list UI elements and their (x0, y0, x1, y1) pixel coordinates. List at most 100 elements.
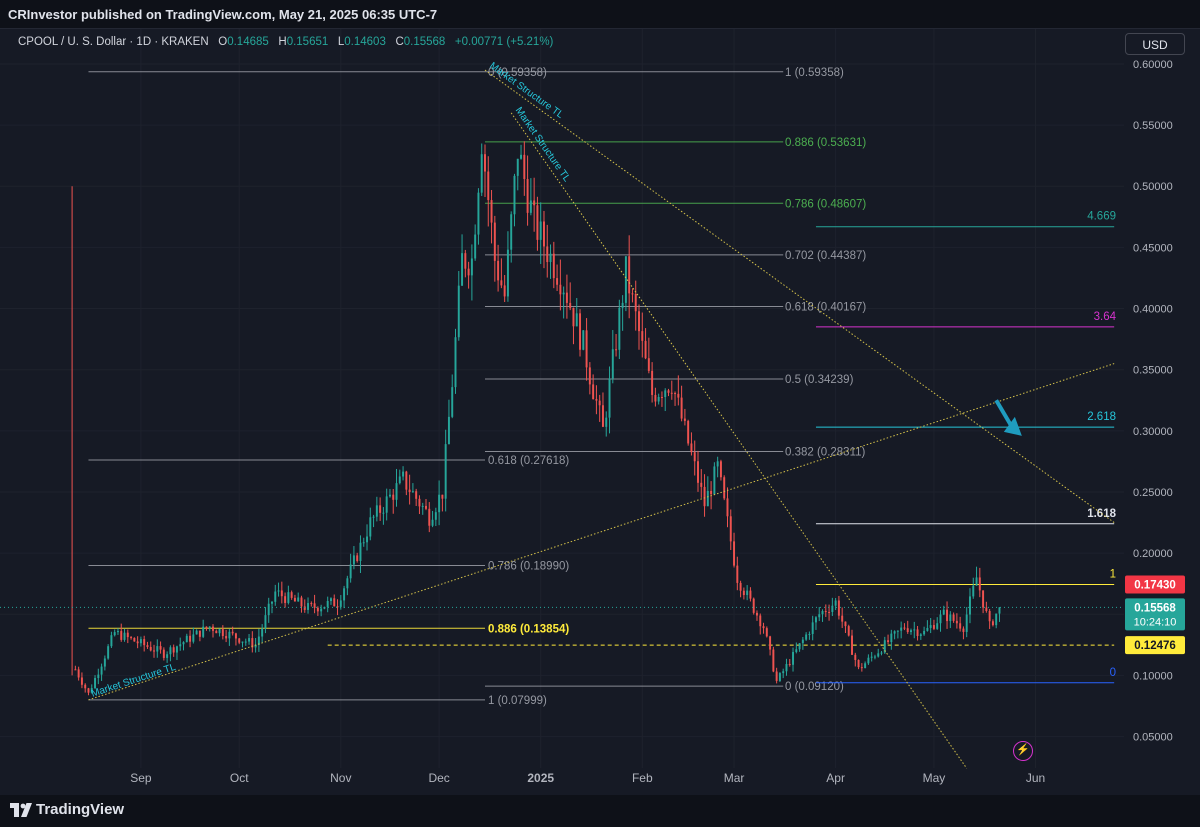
symbol-name[interactable]: CPOOL / U. S. Dollar · 1D · KRAKEN (18, 36, 209, 48)
fib-level-label: 0.5 (0.34239) (785, 374, 854, 386)
fib-level-label: 0.618 (0.27618) (488, 455, 569, 467)
candle-body (146, 645, 149, 647)
top-bar: CRInvestor published on TradingView.com,… (0, 0, 1200, 29)
candle-body (136, 641, 139, 644)
candle-body (526, 179, 529, 213)
close-value: 0.15568 (403, 36, 446, 48)
fib-level-label: 1 (0.59358) (785, 67, 844, 79)
lightning-icon[interactable]: ⚡ (1013, 741, 1033, 761)
candle-body (972, 585, 975, 597)
candle-body (556, 278, 559, 285)
candle-body (192, 634, 195, 642)
candle-body (379, 505, 382, 513)
candle-body (257, 636, 260, 645)
candle-body (182, 642, 185, 645)
candle-body (834, 600, 837, 606)
candle-body (248, 638, 251, 642)
extension-level-label: 2.618 (1087, 411, 1116, 423)
candle-body (169, 647, 172, 655)
candle-body (490, 200, 493, 223)
candle-body (428, 508, 431, 526)
candle-body (290, 592, 293, 598)
candle-body (926, 627, 929, 631)
candle-body (536, 205, 539, 240)
candle-body (936, 623, 939, 629)
candle-body (221, 629, 224, 637)
candle-body (189, 635, 192, 642)
candle-body (474, 234, 477, 259)
candle-body (359, 542, 362, 562)
candle-body (457, 285, 460, 338)
candle-body (654, 394, 657, 402)
candle-body (484, 154, 486, 172)
candle-body (628, 256, 631, 294)
arrow-shaft (994, 399, 1014, 428)
candle-body (680, 397, 683, 419)
candle-body (470, 258, 473, 276)
price-label-bg (1125, 636, 1185, 655)
candle-body (316, 607, 319, 612)
candle-body (513, 175, 516, 215)
trendline (88, 363, 1115, 701)
candle-body (110, 635, 113, 647)
candle-body (97, 674, 100, 679)
candle-body (274, 591, 277, 602)
tradingview-icon (10, 802, 32, 817)
candle-body (818, 614, 821, 618)
candle-body (955, 620, 958, 624)
candle-body (995, 613, 998, 626)
candle-body (126, 632, 129, 638)
currency-button[interactable]: USD (1125, 33, 1185, 55)
candle-body (733, 541, 736, 566)
candle-body (349, 564, 352, 579)
candle-body (74, 669, 77, 671)
candle-body (697, 461, 699, 483)
price-tick-label: 0.05000 (1133, 732, 1173, 744)
candle-body (562, 292, 565, 295)
fib-level-label: 0.702 (0.44387) (785, 250, 866, 262)
candle-body (932, 625, 935, 629)
candle-body (965, 614, 968, 632)
candle-body (752, 598, 755, 613)
candle-body (837, 600, 840, 616)
arrow-head (1003, 416, 1022, 436)
candle-body (736, 565, 739, 583)
candle-body (962, 628, 965, 632)
candle-body (313, 603, 316, 608)
candle-body (552, 253, 555, 279)
candle-body (762, 626, 765, 629)
price-tick-label: 0.20000 (1133, 548, 1173, 560)
candle-body (913, 629, 916, 631)
candle-body (405, 471, 408, 490)
candle-body (293, 597, 296, 602)
candle-body (77, 669, 80, 678)
last-price-label: 0.15568 (1134, 602, 1176, 614)
symbol-legend[interactable]: CPOOL / U. S. Dollar · 1D · KRAKEN O0.14… (18, 36, 553, 48)
fib-level-label: 0.886 (0.53631) (785, 137, 866, 149)
tradingview-logo[interactable]: TradingView (10, 801, 124, 818)
candle-body (572, 307, 575, 327)
candle-body (723, 477, 726, 499)
fib-level-label: 0.786 (0.18990) (488, 560, 569, 572)
candle-body (565, 292, 568, 303)
time-tick-label: Oct (230, 771, 249, 785)
candle-body (244, 641, 247, 643)
candle-body (821, 611, 824, 615)
countdown-label: 10:24:10 (1134, 616, 1177, 628)
candle-body (320, 608, 323, 612)
candle-body (195, 630, 198, 635)
candle-body (569, 302, 572, 308)
time-tick-label: Jun (1026, 771, 1045, 785)
price-label: 0.17430 (1134, 580, 1176, 592)
candle-body (477, 192, 480, 235)
candle-body (264, 615, 267, 629)
candle-body (814, 617, 817, 623)
candle-body (851, 635, 853, 655)
candle-body (421, 505, 424, 507)
candle-body (798, 643, 801, 650)
candle-body (431, 519, 434, 526)
candle-body (500, 280, 503, 286)
candle-body (782, 671, 785, 674)
candle-body (149, 646, 152, 651)
